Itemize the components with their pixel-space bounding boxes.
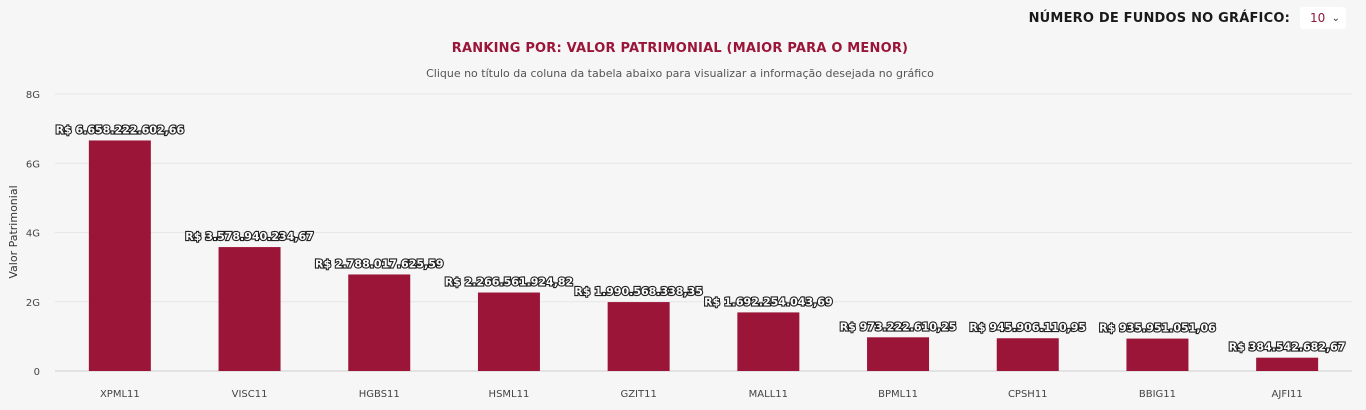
x-tick-label: HGBS11 [359,389,400,400]
fund-count-select[interactable]: 10 ⌄ [1300,7,1346,29]
y-tick-label: 8G [26,90,40,101]
data-label: R$ 973.222.610,25 [840,320,957,333]
x-tick-label: HSML11 [489,389,530,400]
y-tick-label: 0 [34,367,40,378]
bar[interactable] [1256,357,1319,371]
x-tick-label: AJFI11 [1272,389,1303,400]
fund-count-value: 10 [1310,11,1326,25]
fund-count-control: NÚMERO DE FUNDOS NO GRÁFICO: 10 ⌄ [1029,6,1346,30]
bar[interactable] [1126,338,1189,371]
bar[interactable] [218,247,281,371]
x-tick-label: VISC11 [232,389,268,400]
x-tick-label: CPSH11 [1008,389,1048,400]
bar[interactable] [477,292,540,371]
bar[interactable] [996,338,1059,371]
data-label: R$ 384.542.682,67 [1229,341,1346,354]
data-label: R$ 1.692.254.043,69 [704,295,833,308]
x-tick-label: MALL11 [749,389,788,400]
data-label: R$ 1.990.568.338,35 [574,285,703,298]
data-labels: R$ 6.658.222.602,66 R$ 3.578.940.234,67 R$… [54,122,1346,354]
y-axis-ticks: 0 2G 4G 6G 8G [26,90,40,378]
bar[interactable] [737,312,800,371]
y-tick-label: 2G [26,298,40,309]
y-tick-label: 6G [26,159,40,170]
fund-count-label: NÚMERO DE FUNDOS NO GRÁFICO: [1028,10,1290,26]
x-tick-label: GZIT11 [620,389,656,400]
bar[interactable] [348,274,411,371]
data-label: R$ 2.266.561.924,82 [445,276,574,289]
bar[interactable] [607,302,670,371]
bar[interactable] [867,337,930,371]
chart-subtitle: Clique no título da coluna da tabela aba… [426,67,934,80]
data-label: R$ 935.951.051,06 [1099,322,1216,335]
data-label: R$ 3.578.940.234,67 [185,230,314,243]
y-tick-label: 4G [26,229,40,240]
x-tick-label: BBIG11 [1139,389,1176,400]
y-axis-label: Valor Patrimonial [7,185,20,278]
bar[interactable] [88,140,151,371]
chevron-down-icon: ⌄ [1331,12,1340,24]
data-label: R$ 945.906.110,95 [969,321,1086,334]
chart-title: RANKING POR: VALOR PATRIMONIAL (MAIOR PA… [451,41,909,56]
x-tick-label: XPML11 [100,389,140,400]
bars [88,140,1319,371]
x-axis-ticks: XPML11 VISC11 HGBS11 HSML11 GZIT11 MALL11 BPML… [100,389,1303,400]
x-tick-label: BPML11 [878,389,918,400]
data-label: R$ 2.788.017.625,59 [315,257,444,270]
data-label: R$ 6.658.222.602,66 [56,123,185,136]
